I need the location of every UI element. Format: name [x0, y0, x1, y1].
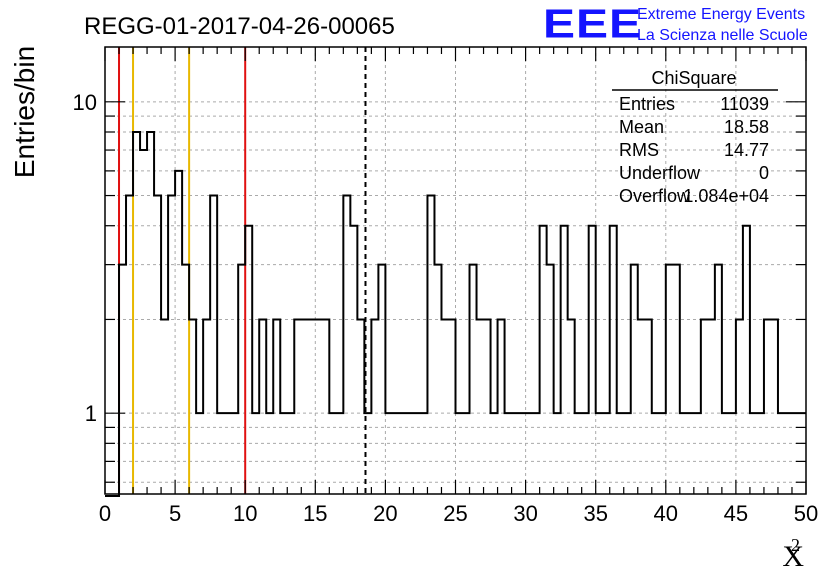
x-tick-label: 30	[513, 501, 537, 526]
axis-ticks	[104, 47, 807, 494]
reference-lines	[118, 47, 367, 494]
stats-label: Mean	[619, 117, 664, 137]
y-tick-labels: 1 10	[73, 90, 97, 426]
eee-logo-mark: EEE	[543, 2, 642, 47]
x-tick-label: 40	[654, 501, 678, 526]
x-tick-label: 45	[724, 501, 748, 526]
x-tick-label: 35	[583, 501, 607, 526]
stats-value: 1.084e+04	[683, 186, 769, 206]
x-tick-label: 50	[794, 501, 818, 526]
stats-label: Overflow	[619, 186, 691, 206]
stats-label: RMS	[619, 140, 659, 160]
stats-label: Entries	[619, 94, 675, 114]
stats-value: 18.58	[724, 117, 769, 137]
x-tick-label: 15	[303, 501, 327, 526]
x-tick-label: 10	[233, 501, 257, 526]
y-tick-label: 1	[85, 401, 97, 426]
eee-logo-line2: La Scienza nelle Scuole	[637, 27, 808, 44]
y-axis-label: Entries/bin	[9, 46, 40, 178]
x-tick-label: 5	[169, 501, 181, 526]
x-tick-labels: 0 5 10 15 20 25 30 35 40 45 50	[99, 501, 818, 526]
stats-value: 11039	[720, 94, 769, 114]
x-axis-label-base: X	[782, 540, 804, 572]
x-tick-label: 25	[443, 501, 467, 526]
x-axis-label: X	[782, 540, 804, 572]
x-tick-label: 20	[373, 501, 397, 526]
stats-title: ChiSquare	[651, 68, 736, 88]
stats-box: ChiSquare Entries 11039 Mean 18.58 RMS 14.77 U…	[612, 68, 778, 206]
chart-title: REGG-01-2017-04-26-00065	[84, 13, 395, 40]
eee-logo-line1: Extreme Energy Events	[637, 6, 805, 23]
x-tick-label: 0	[99, 501, 111, 526]
x-axis-label-superscript: 2	[791, 535, 800, 555]
eee-logo: EEE Extreme Energy Events La Scienza nel…	[543, 2, 808, 47]
stats-label: Underflow	[619, 163, 701, 183]
stats-value: 0	[759, 163, 769, 183]
y-tick-label: 10	[73, 90, 97, 115]
stats-rows: Entries 11039 Mean 18.58 RMS 14.77 Underflow 0 O…	[619, 94, 769, 206]
histogram-line	[105, 130, 806, 497]
stats-value: 14.77	[724, 140, 769, 160]
